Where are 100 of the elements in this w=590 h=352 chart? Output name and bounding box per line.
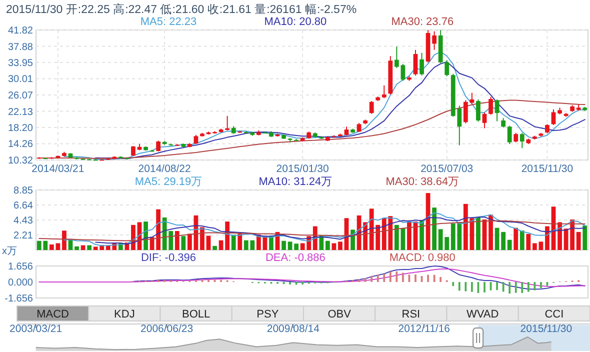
candlestick [432,30,437,50]
line-series [38,220,586,242]
y-tick-label: 10.32 [8,156,34,166]
candlestick [369,100,374,114]
bar [526,234,531,250]
bar [187,234,192,250]
bar [432,208,437,250]
bar [206,236,211,250]
series-label: DIF: -0.396 [140,252,196,264]
line-series [95,216,586,245]
candlestick [545,124,550,134]
bar [174,231,180,250]
candlestick [394,46,399,69]
x-tick-label: 2015/11/30 [520,323,572,335]
bar [49,244,54,250]
candlestick [444,60,450,77]
bar [488,214,493,250]
bar [288,242,292,250]
bar [338,242,342,250]
bar [407,222,412,250]
y-tick-label: 26.07 [8,90,34,102]
candlestick [482,112,487,129]
text: MA30: 38.64万 [386,176,460,188]
chart-title: 2015/11/30 开:22.25 高:22.47 低:21.60 收:21.61 量:26161 幅:-2.57% [6,2,357,16]
bar [294,244,299,250]
bar [238,234,242,250]
candlestick [463,100,468,124]
candlestick [551,108,556,126]
y-tick-label: 22.13 [8,106,34,118]
candlestick [356,122,362,133]
y-tick-label: 14.26 [8,139,34,150]
bar [463,204,468,250]
x-tick-label: 2015/11/30 [521,163,574,175]
bar [514,228,518,250]
candlestick [501,117,506,128]
bar [476,217,480,250]
y-tick-label: 6.64 [14,200,34,212]
x-tick-label: 2006/06/23 [140,323,194,335]
bar [538,242,544,250]
candlestick [131,146,136,156]
x-tick-label: 2014/08/22 [138,163,192,175]
bar [212,246,217,250]
y-tick-label: -1.656 [4,294,34,304]
bar [87,245,92,250]
bar [507,240,512,250]
line-series [132,266,586,290]
bar [282,240,286,250]
text: MACD [36,308,70,320]
candlestick [494,98,500,122]
bar [74,246,79,250]
candlestick [420,52,424,76]
bar [576,232,581,250]
bar [56,243,60,250]
y-tick-label: 37.88 [8,42,34,53]
y-axis-title: x万 [2,246,17,257]
bar [62,230,66,250]
y-tick-label: 8.85 [14,186,34,196]
y-tick-label: 1.656 [8,262,34,272]
candlestick [400,63,406,82]
text: KDJ [114,308,135,320]
bar [501,232,506,250]
text: PSY [256,308,280,320]
x-tick-label: 2012/11/16 [398,323,450,335]
text: MA10: 31.24万 [258,176,332,188]
bar [420,220,424,250]
bar [350,230,355,250]
candlestick [225,115,230,131]
x-tick-label: 2015/01/30 [276,163,330,175]
text: OBV [328,308,352,320]
candlestick [514,132,518,143]
bar [394,224,399,250]
series-label: DEA: -0.886 [265,252,326,264]
candlestick [476,98,480,122]
text: BOLL [182,308,210,320]
y-tick-label: 4.43 [14,215,34,226]
candlestick [194,134,198,144]
x-tick-label: 2015/07/03 [420,163,474,175]
candlestick [520,132,524,149]
series-label: MACD: 0.980 [389,252,456,264]
bar [582,226,588,250]
text: MA10: 20.80 [264,16,327,28]
text: CCI [544,308,564,320]
bar [325,240,330,250]
text: MA5: 22.23 [140,16,197,28]
text: MA5: 29.19万 [134,176,202,188]
line-series [64,212,586,246]
bar [156,209,161,250]
x-tick-label: 2014/03/21 [32,163,84,175]
text: MA30: 23.76 [391,16,454,28]
bar [532,243,537,250]
line-series [64,51,586,160]
candlestick [488,96,493,116]
text: WVAD [466,308,499,320]
bar [520,230,524,250]
x-tick-label: 2003/03/21 [10,323,62,335]
bar [231,234,236,250]
y-tick-label: 33.95 [8,58,34,69]
line-series [38,100,586,159]
line-series [95,61,586,160]
line-series [38,268,586,287]
